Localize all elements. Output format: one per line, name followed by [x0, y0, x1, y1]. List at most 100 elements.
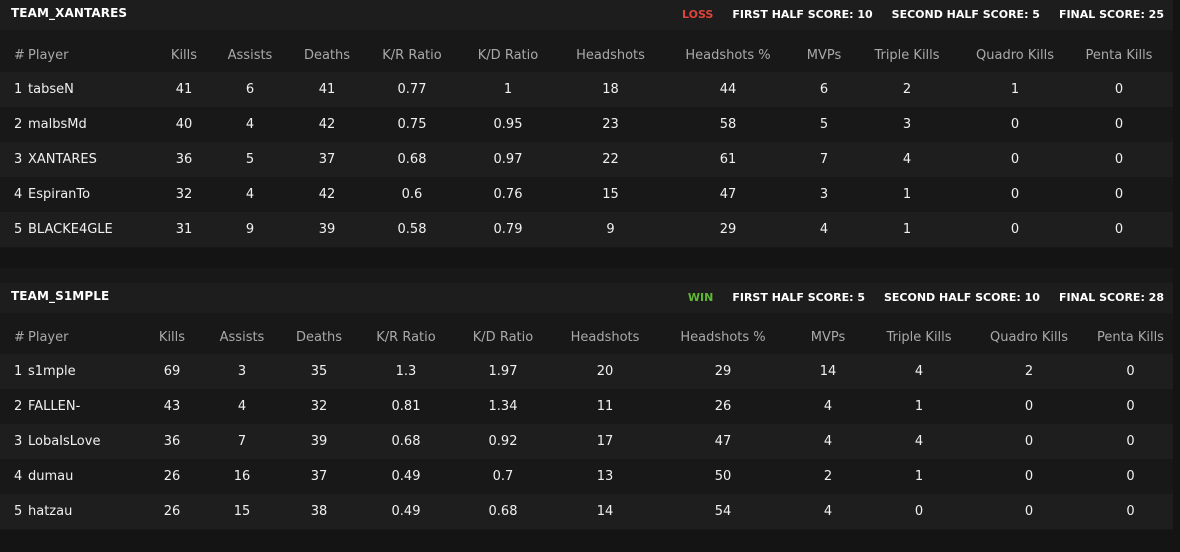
cell-quadro-kills: 0: [970, 424, 1088, 459]
cell-player: FALLEN-: [28, 389, 140, 424]
cell-assists: 7: [204, 424, 280, 459]
cell-deaths: 35: [280, 354, 358, 389]
column-header-headshots-pct: Headshots %: [657, 38, 799, 72]
team-panel-s1mple: TEAM_S1MPLE WIN FIRST HALF SCORE: 5 SECO…: [0, 268, 1173, 530]
cell-deaths: 37: [282, 142, 372, 177]
cell-kd-ratio: 0.79: [452, 212, 564, 247]
table-row: 2 FALLEN- 43 4 32 0.81 1.34 11 26 4 1 0 0: [0, 389, 1173, 424]
cell-headshots: 18: [564, 72, 657, 107]
cell-mvps: 4: [799, 212, 849, 247]
column-header-headshots-pct: Headshots %: [658, 320, 788, 354]
cell-headshots: 14: [552, 494, 658, 529]
cell-kills: 32: [150, 177, 218, 212]
cell-kd-ratio: 0.7: [454, 459, 552, 494]
table-row: 5 BLACKE4GLE 31 9 39 0.58 0.79 9 29 4 1 0 0: [0, 212, 1173, 247]
cell-kr-ratio: 0.81: [358, 389, 454, 424]
cell-triple-kills: 0: [868, 494, 970, 529]
cell-penta-kills: 0: [1065, 72, 1173, 107]
cell-player: BLACKE4GLE: [28, 212, 150, 247]
cell-kr-ratio: 0.6: [372, 177, 452, 212]
team-header: TEAM_XANTARES LOSS FIRST HALF SCORE: 10 …: [0, 0, 1173, 30]
cell-deaths: 42: [282, 177, 372, 212]
cell-headshots: 23: [564, 107, 657, 142]
cell-triple-kills: 1: [868, 389, 970, 424]
cell-rank: 1: [0, 354, 28, 389]
cell-quadro-kills: 0: [965, 107, 1065, 142]
cell-assists: 6: [218, 72, 282, 107]
cell-headshots-pct: 26: [658, 389, 788, 424]
cell-quadro-kills: 0: [970, 389, 1088, 424]
cell-headshots-pct: 44: [657, 72, 799, 107]
cell-kr-ratio: 0.58: [372, 212, 452, 247]
cell-kr-ratio: 0.77: [372, 72, 452, 107]
column-header-rank: #: [0, 320, 28, 354]
cell-player: s1mple: [28, 354, 140, 389]
final-score: FINAL SCORE: 28: [1058, 291, 1164, 304]
cell-headshots-pct: 29: [658, 354, 788, 389]
score-strip: WIN FIRST HALF SCORE: 5 SECOND HALF SCOR…: [669, 291, 1164, 304]
table-row: 4 EspiranTo 32 4 42 0.6 0.76 15 47 3 1 0 0: [0, 177, 1173, 212]
cell-kills: 26: [140, 459, 204, 494]
cell-player: malbsMd: [28, 107, 150, 142]
player-stats-table: # Player Kills Assists Deaths K/R Ratio K/D Ra…: [0, 320, 1173, 529]
player-stats-table: # Player Kills Assists Deaths K/R Ratio K/D Ra…: [0, 38, 1173, 247]
cell-kills: 36: [150, 142, 218, 177]
cell-triple-kills: 2: [849, 72, 965, 107]
cell-headshots: 11: [552, 389, 658, 424]
cell-mvps: 7: [799, 142, 849, 177]
cell-rank: 5: [0, 212, 28, 247]
cell-rank: 5: [0, 494, 28, 529]
match-result-badge: LOSS: [682, 8, 714, 21]
cell-mvps: 14: [788, 354, 868, 389]
cell-quadro-kills: 0: [965, 142, 1065, 177]
cell-headshots: 13: [552, 459, 658, 494]
table-row: 5 hatzau 26 15 38 0.49 0.68 14 54 4 0 0 0: [0, 494, 1173, 529]
cell-kr-ratio: 0.68: [372, 142, 452, 177]
table-row: 3 LobaIsLove 36 7 39 0.68 0.92 17 47 4 4 0 0: [0, 424, 1173, 459]
cell-rank: 1: [0, 72, 28, 107]
column-header-quadro-kills: Quadro Kills: [965, 38, 1065, 72]
cell-triple-kills: 4: [868, 424, 970, 459]
cell-deaths: 39: [280, 424, 358, 459]
column-header-deaths: Deaths: [282, 38, 372, 72]
cell-headshots-pct: 50: [658, 459, 788, 494]
cell-kills: 26: [140, 494, 204, 529]
cell-kd-ratio: 0.97: [452, 142, 564, 177]
cell-player: XANTARES: [28, 142, 150, 177]
column-header-kd-ratio: K/D Ratio: [452, 38, 564, 72]
column-header-kr-ratio: K/R Ratio: [372, 38, 452, 72]
cell-triple-kills: 1: [849, 177, 965, 212]
table-row: 2 malbsMd 40 4 42 0.75 0.95 23 58 5 3 0 0: [0, 107, 1173, 142]
cell-mvps: 3: [799, 177, 849, 212]
column-header-kills: Kills: [140, 320, 204, 354]
column-header-triple-kills: Triple Kills: [868, 320, 970, 354]
cell-penta-kills: 0: [1088, 389, 1173, 424]
cell-kd-ratio: 0.95: [452, 107, 564, 142]
cell-headshots-pct: 61: [657, 142, 799, 177]
cell-rank: 4: [0, 177, 28, 212]
team-header: TEAM_S1MPLE WIN FIRST HALF SCORE: 5 SECO…: [0, 283, 1173, 313]
cell-assists: 4: [204, 389, 280, 424]
match-result-badge: WIN: [687, 291, 714, 304]
cell-mvps: 6: [799, 72, 849, 107]
cell-headshots-pct: 29: [657, 212, 799, 247]
cell-kd-ratio: 0.68: [454, 494, 552, 529]
cell-kills: 31: [150, 212, 218, 247]
cell-rank: 4: [0, 459, 28, 494]
column-header-player: Player: [28, 320, 140, 354]
cell-kd-ratio: 1: [452, 72, 564, 107]
column-header-kills: Kills: [150, 38, 218, 72]
cell-deaths: 37: [280, 459, 358, 494]
cell-deaths: 32: [280, 389, 358, 424]
cell-quadro-kills: 0: [965, 212, 1065, 247]
cell-mvps: 4: [788, 494, 868, 529]
cell-penta-kills: 0: [1065, 107, 1173, 142]
cell-assists: 16: [204, 459, 280, 494]
column-header-assists: Assists: [218, 38, 282, 72]
column-header-deaths: Deaths: [280, 320, 358, 354]
cell-player: tabseN: [28, 72, 150, 107]
score-strip: LOSS FIRST HALF SCORE: 10 SECOND HALF SC…: [663, 8, 1164, 21]
cell-penta-kills: 0: [1065, 212, 1173, 247]
table-row: 1 tabseN 41 6 41 0.77 1 18 44 6 2 1 0: [0, 72, 1173, 107]
cell-player: EspiranTo: [28, 177, 150, 212]
